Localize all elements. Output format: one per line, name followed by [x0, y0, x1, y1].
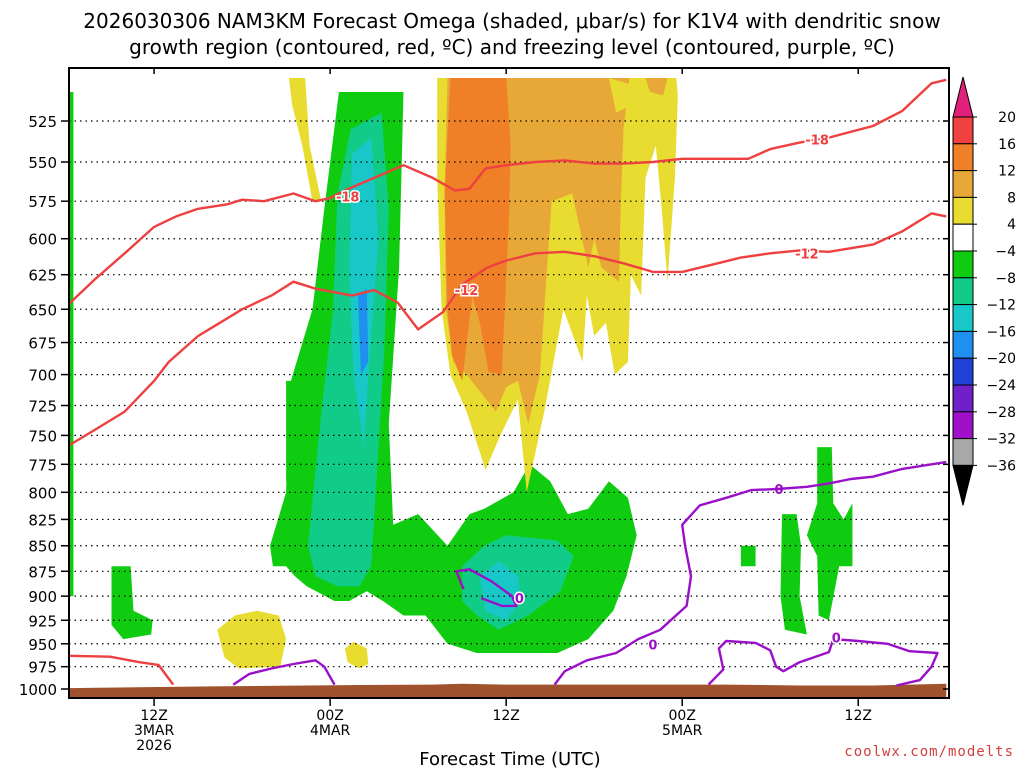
x-tick-label: 12Z: [492, 708, 519, 724]
colorbar-label: −8: [995, 271, 1016, 287]
y-tick-label-875: 875: [28, 563, 57, 581]
colorbar-label: 12: [998, 164, 1016, 180]
colorbar-label: −16: [986, 324, 1016, 340]
x-tick-label: 00Z: [316, 708, 343, 724]
omega-region-14: [344, 641, 369, 669]
colorbar-label: −12: [986, 298, 1016, 314]
freezing-contour-label: 0: [648, 639, 657, 654]
chart-title-line2: growth region (contoured, red, ºC) and f…: [129, 35, 895, 59]
y-tick-label-650: 650: [28, 301, 57, 319]
omega-region-1: [111, 566, 153, 640]
colorbar-label: −36: [986, 458, 1016, 474]
freezing-contour-label: 0: [515, 592, 524, 607]
ground-surface: [69, 683, 947, 698]
y-tick-label-800: 800: [28, 484, 57, 502]
colorbar-label: −32: [986, 432, 1016, 448]
pressure-axis: 525 550 575 600 625 650 675 700 725 750 775 800 825 8…: [19, 113, 949, 699]
dgz-contour-label: -12: [795, 247, 819, 262]
omega-region-5: [780, 514, 807, 635]
omega-colorbar: 20 16 12 8 4 −4 −8 −12 −16 −20 −24 −28 −32 −36: [952, 76, 1016, 506]
y-tick-label-825: 825: [28, 511, 57, 529]
colorbar-label: −24: [986, 378, 1016, 394]
freezing-contour-4: [455, 568, 518, 608]
y-tick-label-750: 750: [28, 427, 57, 445]
omega-region-13: [217, 610, 287, 669]
dgz-contour-4: [69, 654, 175, 686]
y-tick-label-850: 850: [28, 538, 57, 556]
colorbar-bin: [952, 116, 974, 145]
colorbar-bin: [952, 250, 974, 279]
x-tick-label: 5MAR: [662, 723, 703, 739]
y-tick-label-700: 700: [28, 367, 57, 385]
colorbar-label: −20: [986, 351, 1016, 367]
x-tick-label: 12Z: [845, 708, 872, 724]
colorbar-label: −28: [986, 405, 1016, 421]
omega-region-18: [608, 78, 639, 113]
omega-region-19: [645, 78, 668, 96]
omega-region-12: [289, 78, 322, 202]
x-tick-label: 00Z: [669, 708, 696, 724]
omega-region-6: [806, 447, 853, 621]
colorbar-bin: [952, 223, 974, 252]
colorbar-label: −4: [995, 244, 1016, 260]
x-axis-label: Forecast Time (UTC): [419, 749, 600, 768]
y-tick-label-525: 525: [28, 113, 57, 131]
chart-title-line1: 2026030306 NAM3KM Forecast Omega (shaded…: [83, 9, 940, 33]
colorbar-label: 8: [1007, 190, 1016, 206]
omega-region-17: [444, 78, 511, 381]
dgz-contour-2: [69, 212, 947, 447]
dgz-contour-label: -18: [805, 133, 829, 148]
colorbar-bin: [952, 143, 974, 172]
colorbar-bin: [952, 330, 974, 359]
freezing-contour-label: 0: [775, 483, 784, 498]
y-tick-label-775: 775: [28, 456, 57, 474]
colorbar-bottom-triangle: [952, 464, 974, 506]
freezing-contour-1: [553, 460, 947, 686]
dgz-contour-label: -18: [336, 191, 360, 206]
colorbar-label: 16: [998, 137, 1016, 153]
freezing-contour-label: 0: [832, 631, 841, 646]
dgz-contour-label: -12: [455, 284, 479, 299]
omega-region-11: [358, 288, 369, 375]
y-tick-label-575: 575: [28, 193, 57, 211]
colorbar-bin: [952, 384, 974, 413]
credit-link[interactable]: coolwx.com/modelts: [844, 744, 1014, 760]
colorbar-bin: [952, 438, 974, 466]
x-tick-label: 3MAR: [134, 723, 175, 739]
y-tick-label-625: 625: [28, 267, 57, 285]
dgz-contour-0: [69, 78, 947, 306]
x-tick-label: 12Z: [140, 708, 167, 724]
y-tick-label-1000: 1000: [19, 681, 57, 699]
colorbar-bin: [952, 304, 974, 332]
omega-region-4: [740, 545, 756, 567]
omega-region-0: [69, 92, 74, 597]
y-tick-label-675: 675: [28, 335, 57, 353]
freezing-contour-0: [232, 659, 336, 686]
colorbar-bin: [952, 357, 974, 386]
colorbar-bin: [952, 411, 974, 440]
omega-region-3: [286, 380, 297, 482]
colorbar-bin: [952, 277, 974, 306]
colorbar-bin: [952, 170, 974, 198]
plot-frame: [68, 67, 950, 699]
colorbar-bin: [952, 196, 974, 225]
omega-shading-layer: [69, 78, 947, 698]
y-tick-label-725: 725: [28, 398, 57, 416]
y-tick-label-950: 950: [28, 636, 57, 654]
x-tick-label: 4MAR: [310, 723, 351, 739]
y-tick-label-600: 600: [28, 231, 57, 249]
colorbar-label: 20: [998, 110, 1016, 126]
pressure-gridlines: [69, 120, 949, 668]
colorbar-top-triangle: [952, 76, 974, 118]
y-tick-label-900: 900: [28, 588, 57, 606]
y-tick-label-925: 925: [28, 612, 57, 630]
x-tick-label: 2026: [136, 738, 172, 754]
contour-layer: -18 -18 -12 -12 0 0 0 0: [69, 78, 947, 687]
y-tick-label-975: 975: [28, 659, 57, 677]
y-tick-label-550: 550: [28, 154, 57, 172]
colorbar-label: 4: [1007, 217, 1016, 233]
freezing-contour-3: [707, 637, 939, 687]
